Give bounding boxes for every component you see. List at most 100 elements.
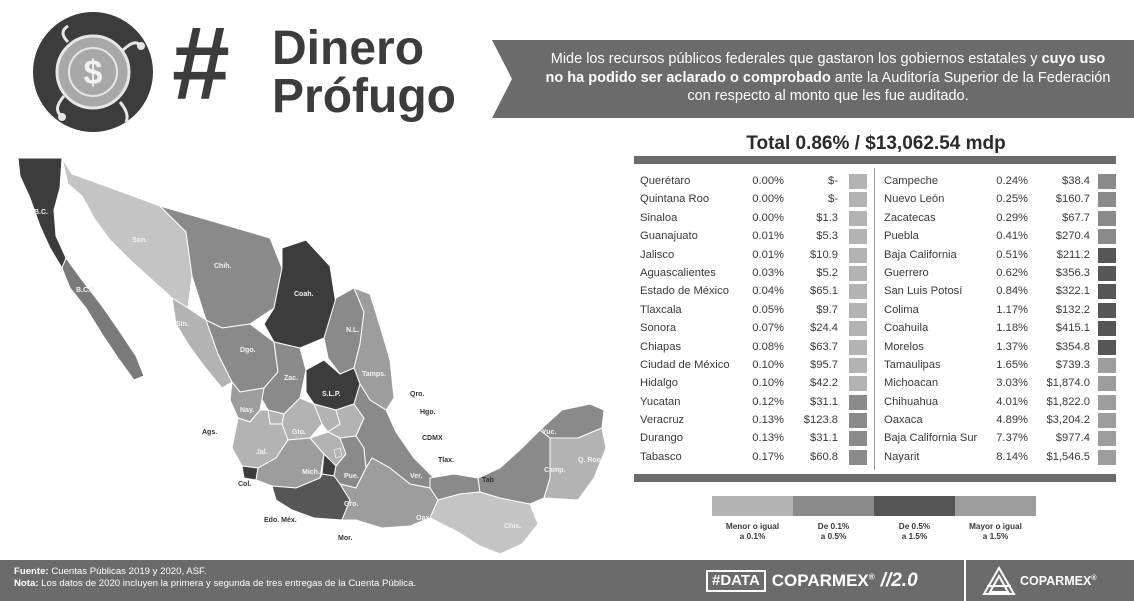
data-hashtag-box: #DATA — [706, 570, 766, 592]
amount-value: $123.8 — [803, 414, 838, 427]
tier-swatch — [849, 394, 867, 410]
amount-value: $132.2 — [1055, 303, 1090, 316]
tier-swatch — [849, 449, 867, 465]
map-label-mor: Mor. — [338, 535, 352, 542]
percent-value: 0.08% — [752, 340, 784, 353]
state-campeche — [477, 429, 551, 505]
map-label-pue: Pue. — [344, 473, 359, 480]
tier-swatch — [849, 357, 867, 373]
state-name: Tabasco — [640, 450, 682, 463]
amount-value: $31.1 — [810, 432, 838, 445]
table-row: Querétaro 0.00% $- — [638, 172, 868, 190]
amount-value: $739.3 — [1055, 358, 1090, 371]
coparmex-brand-label: COPARMEX — [1020, 574, 1092, 588]
tier-swatch — [849, 192, 867, 208]
percent-value: 0.62% — [996, 266, 1028, 279]
percent-value: 1.18% — [996, 322, 1028, 335]
percent-value: 0.10% — [752, 358, 784, 371]
amount-value: $- — [828, 193, 838, 206]
table-row: Oaxaca 4.89% $3,204.2 — [882, 411, 1116, 429]
map-label-gto: Gto. — [292, 429, 306, 436]
state-name: Tamaulipas — [884, 358, 941, 371]
table-row: Veracruz 0.13% $123.8 — [638, 411, 868, 429]
table-row: Jalisco 0.01% $10.9 — [638, 246, 868, 264]
hashtag-mark: # — [172, 6, 230, 122]
tier-swatch — [1098, 394, 1116, 410]
table-row: Morelos 1.37% $354.8 — [882, 338, 1116, 356]
tier-swatch — [849, 247, 867, 263]
tier-swatch — [1098, 192, 1116, 208]
data-brand-text: COPARMEX® — [772, 571, 875, 591]
table-row: Campeche 0.24% $38.4 — [882, 172, 1116, 190]
tier-swatch — [1098, 247, 1116, 263]
state-name: Sonora — [640, 322, 677, 335]
map-label-tab: Tab — [482, 477, 494, 484]
table-column-divider — [874, 168, 875, 470]
map-label-slp: S.L.P. — [322, 391, 341, 398]
table-row: Chihuahua 4.01% $1,822.0 — [882, 393, 1116, 411]
tier-swatch — [1098, 229, 1116, 245]
total-summary: Total 0.86% / $13,062.54 mdp — [746, 133, 1006, 154]
table-row: Puebla 0.41% $270.4 — [882, 227, 1116, 245]
amount-value: $42.2 — [810, 377, 838, 390]
state-name: Baja California Sur — [884, 432, 978, 445]
amount-value: $67.7 — [1062, 211, 1090, 224]
state-name: Quintana Roo — [640, 193, 710, 206]
state-name: Yucatan — [640, 395, 681, 408]
state-name: Tlaxcala — [640, 303, 682, 316]
coparmex-brand-registered: ® — [1091, 574, 1097, 582]
state-name: Nuevo León — [884, 193, 945, 206]
state-sinaloa — [171, 296, 233, 389]
legend-label-tier-1-line-1: Menor o igual — [725, 522, 780, 531]
description-part-1: Mide los recursos públicos federales que… — [550, 51, 1042, 67]
percent-value: 0.07% — [752, 322, 784, 335]
data-brand-registered: ® — [868, 572, 875, 582]
percent-value: 0.03% — [752, 266, 784, 279]
table-left-column: Querétaro 0.00% $- Quintana Roo 0.00% $- Sinal… — [638, 172, 868, 466]
tier-swatch — [849, 302, 867, 318]
amount-value: $- — [828, 175, 838, 187]
percent-value: 0.01% — [752, 230, 784, 243]
legend-label-tier-4-line-2: a 1.5% — [982, 532, 1009, 541]
amount-value: $3,204.2 — [1046, 414, 1090, 427]
legend-swatch-tier-2 — [793, 496, 874, 516]
tier-swatch — [1098, 431, 1116, 447]
state-name: Chiapas — [640, 340, 682, 353]
footer-bar — [0, 560, 1134, 601]
page-title-line-1: Dinero — [272, 22, 425, 75]
state-name: Ciudad de México — [640, 358, 730, 371]
amount-value: $211.2 — [1056, 248, 1090, 261]
table-row: Baja California 0.51% $211.2 — [882, 246, 1116, 264]
legend-label-tier-2-line-2: a 0.5% — [820, 532, 847, 541]
table-row: Aguascalientes 0.03% $5.2 — [638, 264, 868, 282]
map-label-tlax: Tlax. — [438, 457, 454, 464]
percent-value: 7.37% — [996, 432, 1028, 445]
legend-label-tier-3-line-2: a 1.5% — [901, 532, 928, 541]
footer-divider — [964, 560, 966, 601]
state-name: Guanajuato — [640, 230, 698, 243]
table-row: Zacatecas 0.29% $67.7 — [882, 209, 1116, 227]
legend-label-tier-2-line-1: De 0.1% — [817, 522, 850, 531]
map-label-chis: Chis. — [504, 523, 521, 530]
map-label-dgo: Dgo. — [240, 347, 256, 354]
map-label-chih: Chih. — [214, 263, 232, 270]
legend-swatch-tier-1 — [712, 496, 793, 516]
description-text: Mide los recursos públicos federales que… — [540, 50, 1116, 106]
table-row: Durango 0.13% $31.1 — [638, 429, 868, 447]
percent-value: 0.12% — [752, 395, 784, 408]
percent-value: 0.00% — [752, 175, 784, 187]
state-name: Hidalgo — [640, 377, 678, 390]
table-row: Tabasco 0.17% $60.8 — [638, 448, 868, 466]
tier-swatch — [1098, 376, 1116, 392]
table-row: Guanajuato 0.01% $5.3 — [638, 227, 868, 245]
legend-label-tier-1-line-2: a 0.1% — [739, 532, 766, 541]
state-name: Veracruz — [640, 414, 685, 427]
table-row: San Luis Potosí 0.84% $322.1 — [882, 282, 1116, 300]
table-row: Estado de México 0.04% $65.1 — [638, 282, 868, 300]
map-label-ags: Ags. — [202, 429, 217, 436]
amount-value: $95.7 — [810, 358, 838, 371]
percent-value: 0.10% — [752, 377, 784, 390]
description-banner — [492, 40, 1134, 118]
footer-note-text: Los datos de 2020 incluyen la primera y … — [38, 578, 417, 589]
percent-value: 0.00% — [752, 193, 784, 206]
